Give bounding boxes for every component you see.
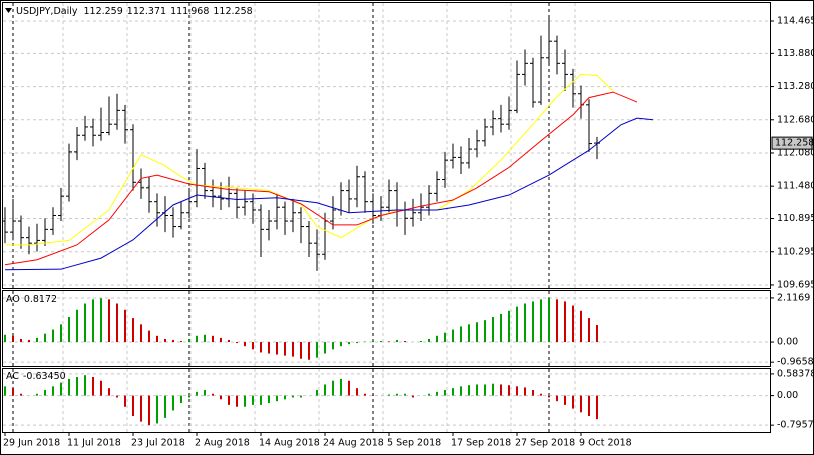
current-price: 112.258 — [775, 138, 814, 149]
ao-value: 0.8172 — [24, 294, 57, 305]
ac-title: AC — [6, 371, 19, 382]
open-value: 112.259 — [83, 6, 122, 17]
ac-panel — [2, 368, 771, 433]
x-tick-label: 17 Sep 2018 — [451, 438, 511, 449]
x-tick-label: 2 Aug 2018 — [195, 438, 250, 449]
y-tick-label: 113.280 — [777, 81, 814, 92]
y-tick-label: 112.680 — [777, 114, 814, 125]
x-tick-label: 11 Jul 2018 — [67, 438, 121, 449]
y-tick-label: 112.080 — [777, 147, 814, 158]
x-tick-label: 24 Aug 2018 — [323, 438, 384, 449]
y-tick-label: 111.480 — [777, 181, 814, 192]
price-header: USDJPY,Daily 112.259 112.371 111.968 112.258 — [16, 6, 253, 17]
x-tick-label: 29 Jun 2018 — [3, 438, 60, 449]
high-value: 112.371 — [127, 6, 166, 17]
menu-arrow[interactable] — [5, 8, 12, 13]
y-tick-label: -0.79574 — [777, 420, 814, 431]
ac-header: AC -0.63450 — [6, 371, 66, 382]
y-tick-label: 113.880 — [777, 48, 814, 59]
x-tick-label: 9 Oct 2018 — [579, 438, 632, 449]
y-tick-label: 0.00 — [777, 337, 798, 348]
y-tick-label: 109.695 — [777, 279, 814, 290]
ao-title: AO — [6, 294, 20, 305]
moving-average — [5, 73, 614, 246]
price-box — [771, 136, 813, 150]
moving-average — [4, 91, 638, 266]
y-tick-label: 2.1169 — [777, 292, 810, 303]
symbol: USDJPY,Daily — [16, 6, 78, 17]
ac-value: -0.63450 — [23, 371, 66, 382]
y-tick-label: 0.00 — [777, 390, 798, 401]
moving-average — [4, 117, 654, 271]
y-tick-label: 0.58378 — [777, 368, 814, 379]
x-tick-label: 14 Aug 2018 — [259, 438, 320, 449]
grid — [3, 3, 770, 432]
low-value: 111.968 — [170, 6, 209, 17]
axes: 114.465 113.880 113.280 112.680 112.080 111.4… — [3, 15, 814, 448]
close-value: 112.258 — [213, 6, 252, 17]
x-tick-label: 5 Sep 2018 — [387, 438, 441, 449]
y-tick-label: -0.9658 — [777, 357, 814, 368]
x-tick-label: 27 Sep 2018 — [515, 438, 575, 449]
ao-panel — [2, 290, 771, 367]
ao-header: AO 0.8172 — [6, 294, 57, 305]
x-tick-label: 23 Jul 2018 — [131, 438, 185, 449]
marks — [2, 16, 654, 426]
y-tick-label: 114.465 — [777, 15, 814, 26]
y-tick-label: 110.895 — [777, 213, 814, 224]
y-tick-label: 110.295 — [777, 246, 814, 257]
price-panel — [2, 2, 771, 289]
